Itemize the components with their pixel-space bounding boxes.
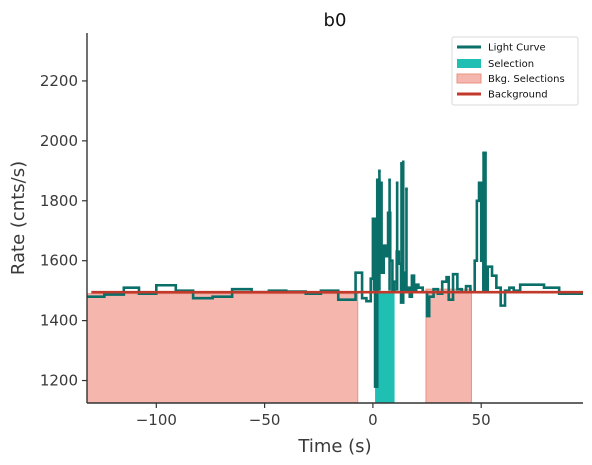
legend-bkg-selections-swatch xyxy=(456,73,482,84)
chart-title: b0 xyxy=(324,10,347,31)
y-tick-label: 2200 xyxy=(40,72,78,90)
legend-bkg-selections-label: Bkg. Selections xyxy=(488,74,565,85)
legend-selection-label: Selection xyxy=(488,59,534,70)
y-tick-label: 1400 xyxy=(40,312,78,330)
legend-background-label: Background xyxy=(488,90,548,101)
x-tick-label: −50 xyxy=(249,411,281,429)
legend: Light Curve Selection Bkg. Selections Ba… xyxy=(451,36,579,106)
y-tick-label: 1200 xyxy=(40,372,78,390)
y-axis-label: Rate (cnts/s) xyxy=(8,161,29,275)
axes: −100 −50 0 50 1200 1400 1600 1800 2000 2200 xyxy=(40,33,583,429)
x-tick-label: 50 xyxy=(472,411,491,429)
legend-frame xyxy=(451,36,579,106)
legend-selection-swatch xyxy=(457,59,481,68)
y-tick-label: 2000 xyxy=(40,132,78,150)
x-axis-label: Time (s) xyxy=(297,436,371,457)
y-tick-label: 1600 xyxy=(40,252,78,270)
legend-light-curve-label: Light Curve xyxy=(488,43,546,54)
plot-area xyxy=(86,151,583,404)
x-tick-label: −100 xyxy=(136,411,177,429)
source-selection-region xyxy=(375,292,395,403)
bkg-selection-region-1 xyxy=(86,293,359,404)
y-tick-label: 1800 xyxy=(40,192,78,210)
x-tick-label: 0 xyxy=(368,411,378,429)
bkg-selection-region-2 xyxy=(425,288,472,404)
